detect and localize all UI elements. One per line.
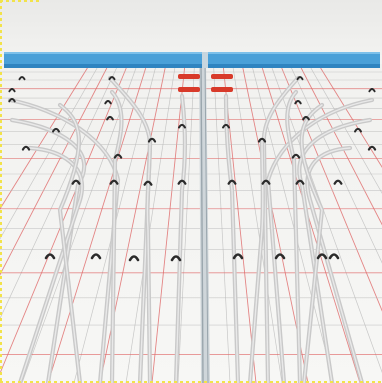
pipe-clip: [177, 179, 187, 185]
pipe-clip: [44, 253, 56, 260]
grid-line-vertical: [177, 67, 195, 383]
pipe-clip: [328, 253, 340, 260]
pipe-clip: [302, 115, 310, 121]
heating-pipe-highlight: [225, 95, 239, 383]
pipe-clip: [333, 179, 343, 185]
heating-pipe-highlight: [146, 139, 151, 383]
heating-pipe-highlight: [301, 104, 323, 383]
pipe-clip: [368, 88, 376, 93]
heating-pipe-loops: [7, 75, 375, 383]
pipe-clip: [106, 115, 114, 121]
pipe-clip: [170, 255, 182, 262]
pipe-clip: [90, 253, 102, 260]
pipe-clip: [108, 76, 116, 81]
heating-pipe-highlight: [306, 147, 363, 383]
heating-pipe-highlight: [286, 91, 301, 383]
grid-line-vertical: [21, 67, 137, 383]
pipe-clip: [227, 179, 237, 185]
pipe-clip: [291, 153, 301, 159]
pipe-clip: [104, 100, 112, 105]
pipe-clip: [128, 255, 140, 262]
pipe-clip: [143, 180, 153, 186]
pipe-clip: [21, 145, 31, 151]
pipe-clip: [261, 179, 271, 185]
pipe-clip: [316, 253, 328, 260]
pipe-clip: [296, 76, 304, 81]
grid-line-vertical: [0, 67, 108, 276]
grid-line-vertical: [213, 67, 231, 383]
pipe-clip: [8, 88, 16, 93]
pipe-clip: [18, 76, 26, 81]
pipe-clip: [8, 98, 16, 103]
grid-line-vertical: [271, 67, 382, 373]
pipe-clip: [52, 127, 60, 133]
heating-pipe-highlight: [175, 95, 186, 383]
grid-line-vertical: [310, 67, 382, 194]
pipe-clip: [113, 153, 123, 159]
grid-line-vertical: [125, 67, 176, 383]
pipe-clip: [222, 123, 230, 129]
pipe-clips: [8, 76, 377, 262]
pipe-clip: [257, 137, 267, 143]
pipe-clip: [71, 179, 81, 185]
wall: [0, 0, 382, 55]
grid-line-vertical: [222, 67, 257, 383]
grid-line-vertical: [151, 67, 186, 383]
grid-line-vertical: [261, 67, 361, 383]
heating-pipe-highlight: [111, 91, 123, 383]
grid-line-vertical: [320, 67, 382, 168]
pipe-clip: [367, 145, 377, 151]
heating-pipe-highlight: [19, 147, 83, 383]
pipe-clip: [295, 179, 305, 185]
pipe-clip: [109, 179, 119, 185]
center-divider: [199, 59, 210, 383]
pipe-clip: [147, 137, 157, 143]
blue-edge-strip: [4, 52, 380, 68]
red-markers: [178, 74, 233, 92]
grid-line-vertical: [47, 67, 147, 383]
heating-pipe-highlight: [249, 139, 264, 383]
pipe-clip: [178, 123, 186, 129]
grid-line-vertical: [300, 67, 382, 226]
grid-line-vertical: [232, 67, 283, 383]
grid-line-vertical: [281, 67, 382, 312]
pipe-clip: [354, 127, 362, 133]
grid-line-vertical: [0, 67, 88, 210]
grid-line-vertical: [0, 67, 117, 320]
pipe-clip: [274, 253, 286, 260]
pipe-clip: [232, 253, 244, 260]
pipe-clip: [294, 100, 302, 105]
heating-pipe-highlight: [59, 104, 81, 383]
